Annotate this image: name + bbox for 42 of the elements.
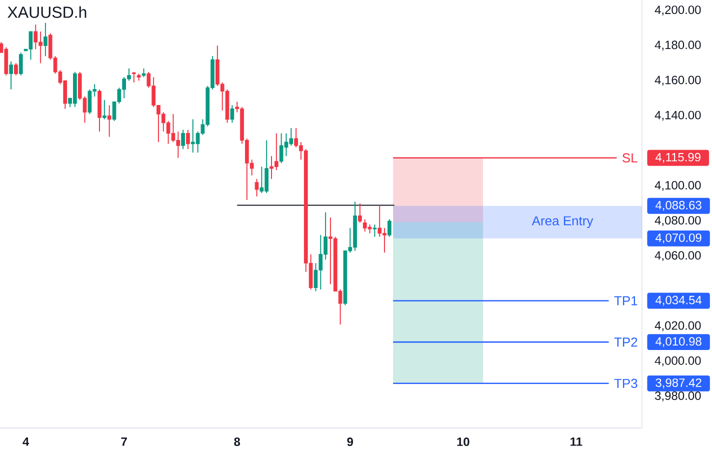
candlestick (254, 178, 259, 197)
text: 4,115.99 (655, 152, 700, 163)
ref-line-label: SL (622, 153, 638, 162)
band-label: Area Entry (532, 216, 594, 228)
x-tick-label: 10 (457, 438, 470, 446)
y-tick-label: 4,020.00 (654, 321, 701, 332)
text: 4,070.09 (655, 233, 702, 244)
candlestick (230, 104, 234, 124)
candlestick (102, 99, 106, 120)
candlestick (18, 52, 23, 76)
candlestick (132, 71, 136, 83)
y-tick-label: 4,060.00 (654, 251, 701, 262)
text: 4,034.54 (655, 296, 702, 306)
ref-line-label: TP2 (614, 338, 638, 347)
x-tick-label: 8 (234, 438, 240, 446)
candlestick (107, 104, 112, 138)
x-tick-label: 11 (570, 438, 582, 446)
candlestick (388, 218, 392, 238)
candlestick (9, 60, 13, 90)
x-tick-label: 4 (22, 438, 30, 446)
ref-line-label: TP1 (614, 296, 638, 306)
y-tick-label: 4,100.00 (654, 180, 701, 191)
candlestick (44, 22, 48, 57)
candlestick (14, 62, 18, 76)
y-tick-label: 4,000.00 (654, 356, 701, 366)
text: 3,987.42 (656, 378, 702, 388)
ref-line-label: TP3 (614, 378, 638, 388)
candlestick (372, 224, 377, 238)
candlestick (358, 202, 362, 224)
text: 4,088.63 (655, 200, 702, 211)
text: 4,010.98 (655, 337, 702, 348)
candlestick (186, 129, 190, 150)
y-tick-label: 4,180.00 (654, 40, 701, 51)
chart-title: XAUUSD.h (8, 6, 86, 18)
y-tick-label: 4,160.00 (654, 76, 701, 86)
x-tick-label: 7 (121, 438, 127, 446)
candlestick (181, 129, 185, 150)
y-tick-label: 4,200.00 (654, 6, 701, 16)
y-tick-label: 4,080.00 (654, 216, 701, 226)
x-tick-label: 9 (347, 438, 354, 446)
y-tick-label: 4,140.00 (654, 110, 701, 121)
y-tick-label: 3,980.00 (654, 391, 701, 402)
